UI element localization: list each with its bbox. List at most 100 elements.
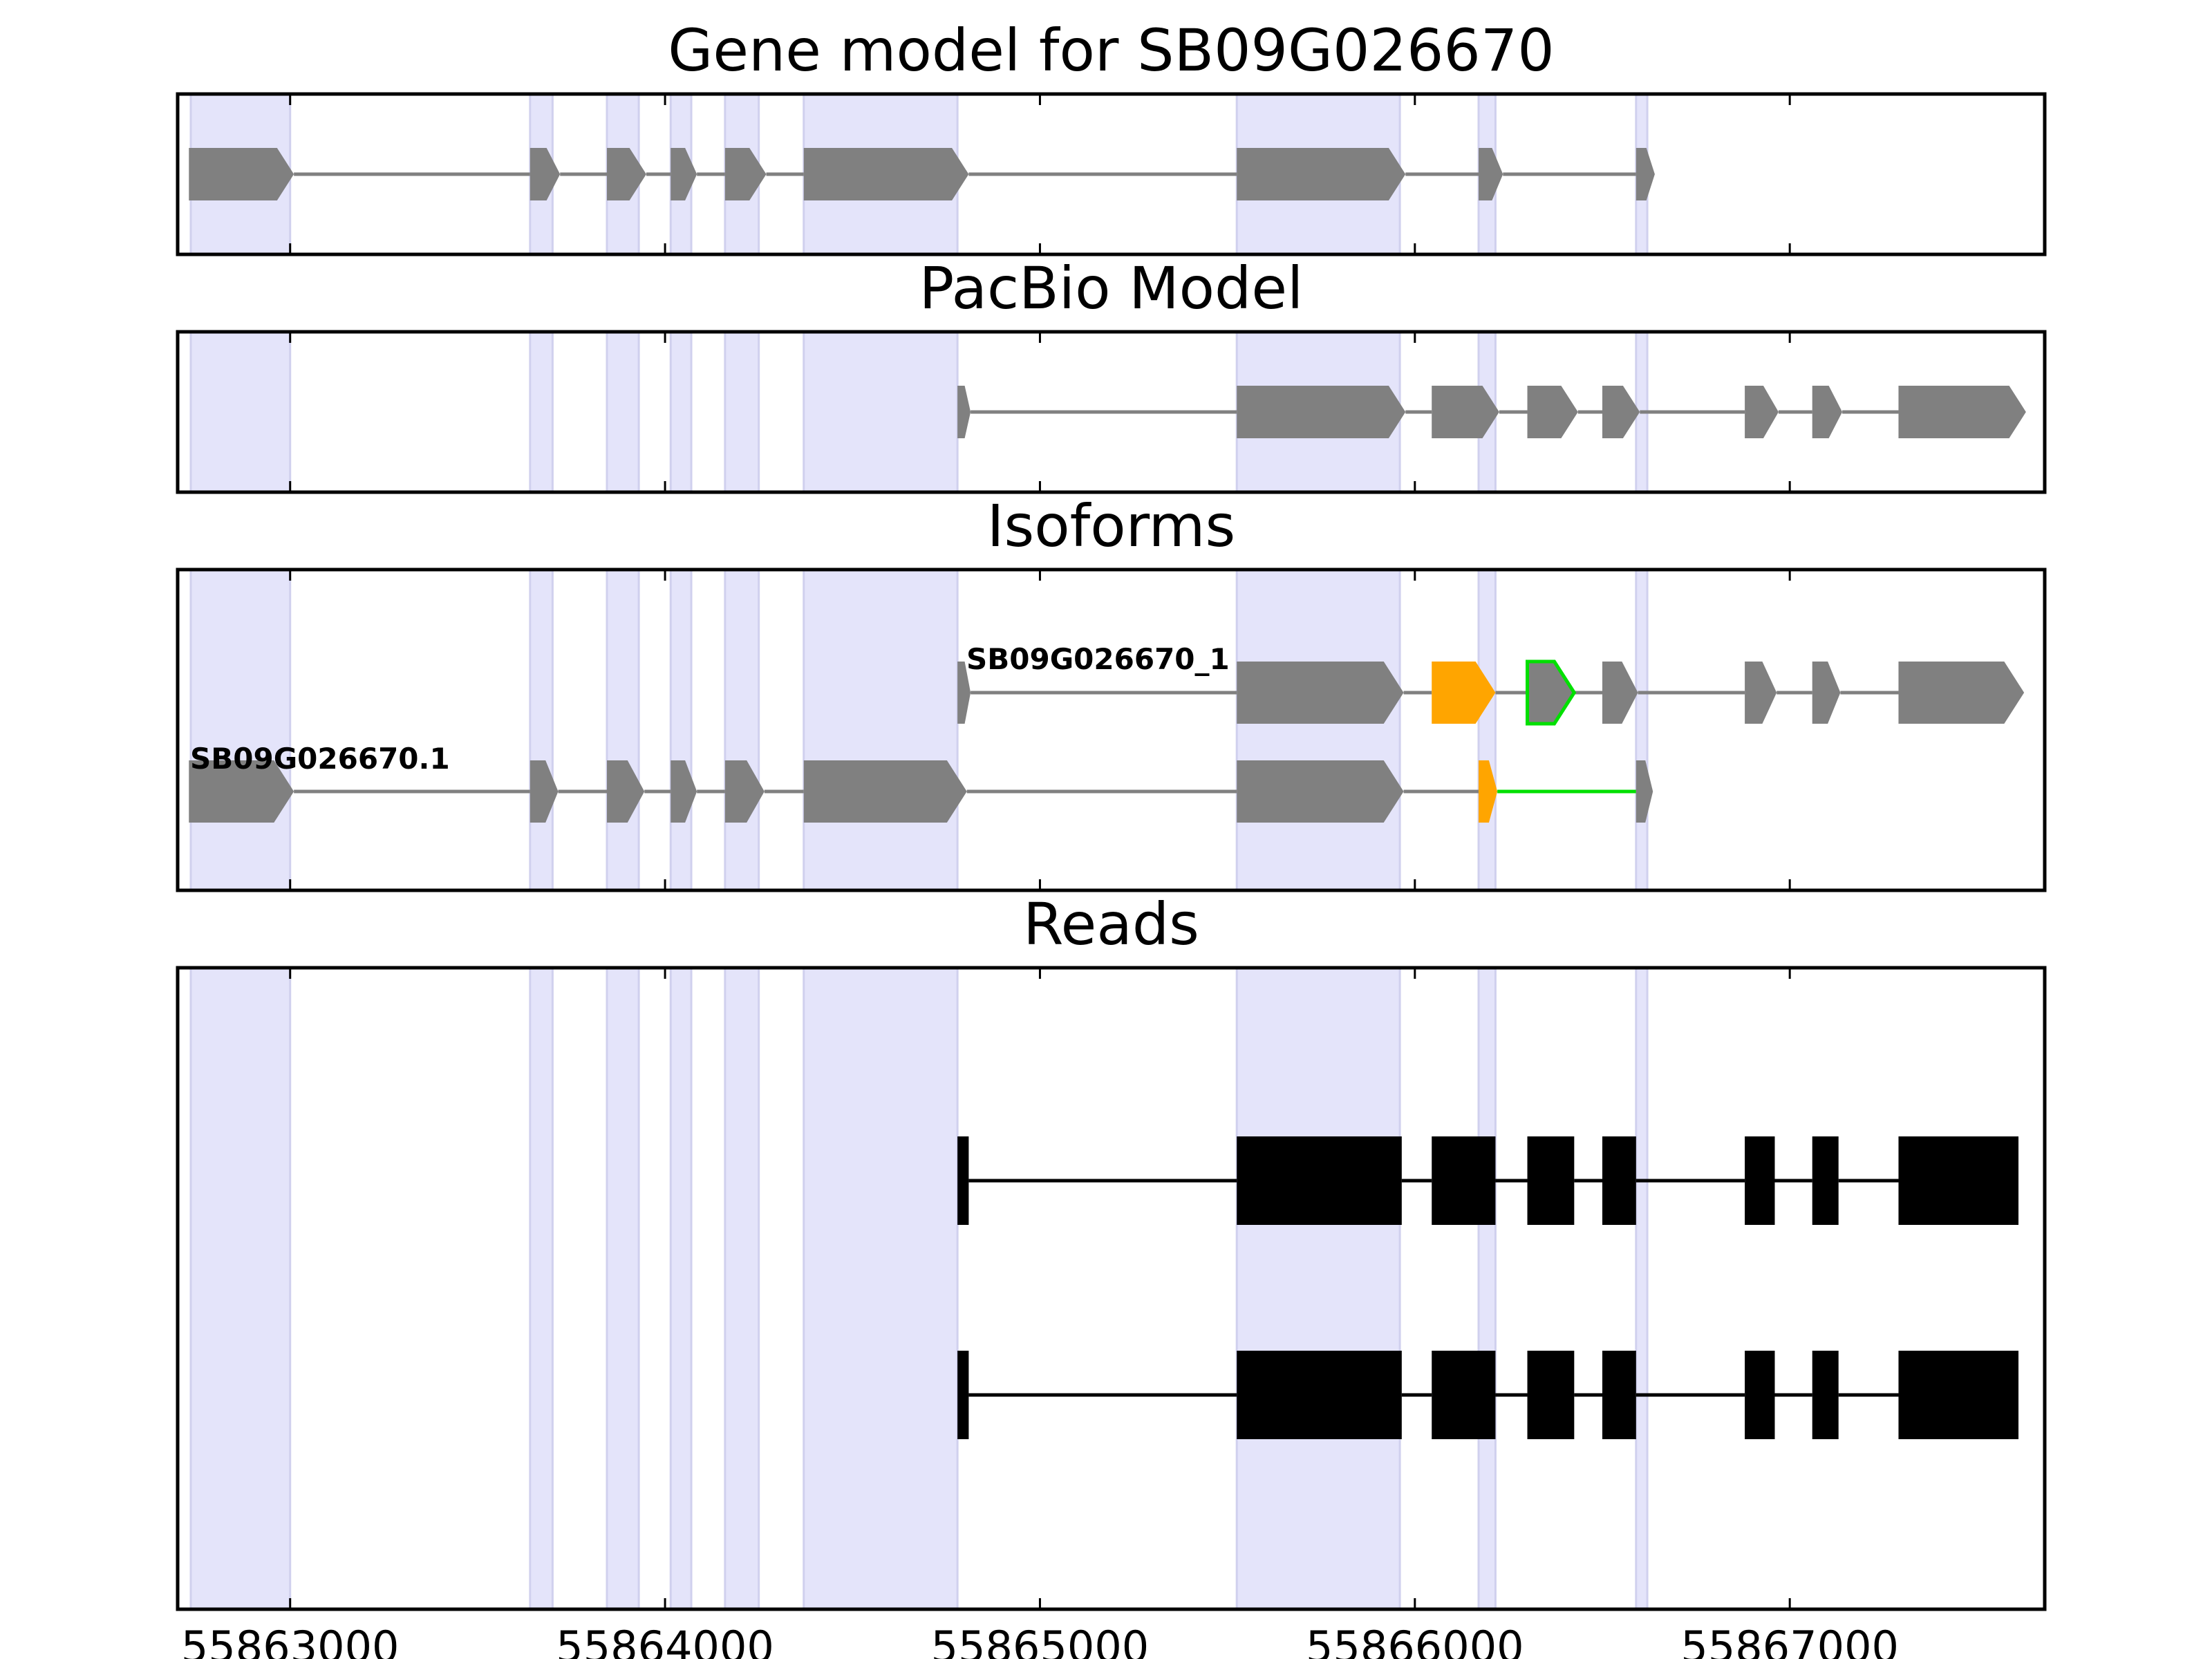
shaded-region xyxy=(669,568,693,892)
exon xyxy=(671,760,697,823)
read-exon xyxy=(1527,1136,1575,1225)
exon xyxy=(671,148,697,200)
read-exon xyxy=(1527,1351,1575,1439)
read-exon xyxy=(1812,1351,1839,1439)
read-exon xyxy=(1812,1136,1839,1225)
read-exon xyxy=(1898,1351,2019,1439)
exon xyxy=(529,148,561,200)
track: SB09G026670.1 xyxy=(189,742,1653,823)
x-tick-label: 55865000 xyxy=(931,1622,1150,1659)
panel-1: Gene model for SB09G026670 xyxy=(176,17,2047,256)
shaded-region xyxy=(189,966,292,1611)
isoform-label: SB09G026670.1 xyxy=(190,742,450,776)
exon xyxy=(1527,386,1578,438)
read-exon xyxy=(957,1351,969,1439)
exon xyxy=(1745,662,1777,724)
panel-frame xyxy=(176,966,2047,1611)
exon xyxy=(803,148,969,200)
exon xyxy=(957,662,971,724)
shaded-region xyxy=(1235,568,1401,892)
shaded-region xyxy=(189,330,292,494)
read-exon xyxy=(1745,1351,1775,1439)
track xyxy=(957,386,2026,438)
exon xyxy=(1237,386,1406,438)
exon xyxy=(189,148,294,200)
shaded-region xyxy=(803,330,959,494)
shaded-region xyxy=(669,330,693,494)
track: SB09G026670_1 xyxy=(957,642,2025,726)
shaded-region xyxy=(529,966,554,1611)
x-tick-label: 55866000 xyxy=(1306,1622,1524,1659)
exon xyxy=(724,760,765,823)
isoform-label: SB09G026670_1 xyxy=(966,642,1230,676)
x-tick-label: 55867000 xyxy=(1680,1622,1899,1659)
exon-highlighted xyxy=(1432,662,1496,724)
exon xyxy=(1812,662,1841,724)
shaded-region xyxy=(606,966,640,1611)
read-exon xyxy=(1237,1351,1402,1439)
exon xyxy=(1432,386,1499,438)
track xyxy=(957,1136,2019,1225)
panel-3: Isoforms SB09G026670_1 SB09G026670.1 xyxy=(176,492,2047,892)
shaded-region xyxy=(1235,966,1401,1611)
read-exon xyxy=(957,1136,969,1225)
panel-frame xyxy=(176,568,2047,892)
exon xyxy=(1812,386,1843,438)
exon xyxy=(529,760,559,823)
panel-title: Reads xyxy=(1023,890,1199,958)
read-exon xyxy=(1432,1351,1496,1439)
read-exon xyxy=(1745,1136,1775,1225)
exon xyxy=(724,148,767,200)
exon xyxy=(607,760,645,823)
exon xyxy=(1898,386,2026,438)
panel-frame xyxy=(176,330,2047,494)
read-exon xyxy=(1432,1136,1496,1225)
exon xyxy=(1237,662,1404,724)
read-exon xyxy=(1602,1136,1636,1225)
exon xyxy=(1898,662,2025,724)
read-exon xyxy=(1898,1136,2019,1225)
shaded-region xyxy=(724,966,760,1611)
track xyxy=(957,1351,2019,1439)
shaded-region xyxy=(189,568,292,892)
panel-title: Isoforms xyxy=(987,492,1236,560)
exon xyxy=(1237,148,1406,200)
exon xyxy=(1635,760,1653,823)
exon xyxy=(1602,662,1638,724)
exon xyxy=(957,386,971,438)
panel-2: PacBio Model xyxy=(176,254,2047,494)
exon xyxy=(803,760,967,823)
x-tick-label: 55864000 xyxy=(556,1622,774,1659)
shaded-region xyxy=(606,568,640,892)
exon-highlighted xyxy=(1479,760,1498,823)
exon xyxy=(189,760,294,823)
panel-4: Reads xyxy=(176,890,2047,1611)
track xyxy=(189,148,1655,200)
shaded-region xyxy=(669,966,693,1611)
shaded-region xyxy=(1635,568,1649,892)
shaded-region xyxy=(724,568,760,892)
exon xyxy=(1635,148,1655,200)
panel-title: Gene model for SB09G026670 xyxy=(668,17,1554,84)
shaded-region xyxy=(1477,966,1497,1611)
shaded-region xyxy=(606,330,640,494)
panel-title: PacBio Model xyxy=(919,254,1304,322)
read-exon xyxy=(1237,1136,1402,1225)
exon xyxy=(1602,386,1640,438)
exon xyxy=(1745,386,1779,438)
x-tick-label: 55863000 xyxy=(181,1622,400,1659)
exon xyxy=(1479,148,1503,200)
shaded-region xyxy=(529,568,554,892)
shaded-region xyxy=(1477,568,1497,892)
shaded-region xyxy=(803,966,959,1611)
shaded-region xyxy=(724,330,760,494)
exon xyxy=(1237,760,1404,823)
exon xyxy=(607,148,646,200)
read-exon xyxy=(1602,1351,1636,1439)
shaded-region xyxy=(803,568,959,892)
panel-frame xyxy=(176,92,2047,256)
exon xyxy=(1526,659,1577,726)
shaded-region xyxy=(1635,966,1649,1611)
shaded-region xyxy=(529,330,554,494)
